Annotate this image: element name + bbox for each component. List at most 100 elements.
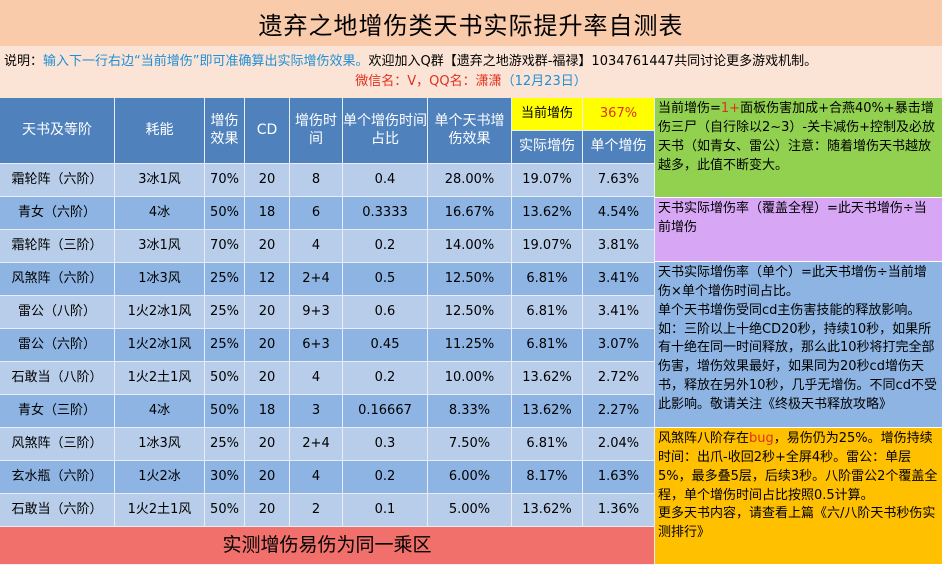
table-cell: 14.00% [428,230,512,263]
table-cell: 2.27% [583,395,655,428]
table-cell: 12.50% [428,296,512,329]
table-cell: 石敢当（八阶） [0,362,115,395]
table-cell: 6.00% [428,461,512,494]
table-cell: 3冰1风 [115,164,205,197]
table-cell: 4.54% [583,197,655,230]
table-cell: 4 [290,461,343,494]
table-cell: 青女（三阶） [0,395,115,428]
text-segment: 天书实际增伤率（单个）=此天书增伤÷当前增伤×单个增伤时间占比。 [658,265,927,299]
table-cell: 20 [245,494,290,527]
table-cell: 3.07% [583,329,655,362]
table-cell: 10.00% [428,362,512,395]
table-cell: 50% [205,362,245,395]
table-cell: 7.63% [583,164,655,197]
column-header: 耗能 [115,98,205,164]
column-header: 增伤时间 [290,98,343,164]
table-cell: 0.2 [343,461,428,494]
table-cell: 1火2土1风 [115,362,205,395]
table-cell: 20 [245,428,290,461]
table-cell: 6.81% [512,329,583,362]
table-cell: 石敢当（六阶） [0,494,115,527]
column-header: 增伤效果 [205,98,245,164]
text-segment: 单个天书增伤受同cd主伤害技能的释放影响。如：三阶以上十绝CD20秒，持续10秒… [658,302,937,412]
text-segment: 面板伤害加成+合燕40%+暴击增伤三尸（自行除以2~3）-关卡减伤+控制及必放天… [658,101,936,173]
table-cell: 20 [245,461,290,494]
table-cell: 20 [245,296,290,329]
table-cell: 霜轮阵（六阶） [0,164,115,197]
table-cell: 8 [290,164,343,197]
table-cell: 50% [205,494,245,527]
table-cell: 1.36% [583,494,655,527]
table-cell: 8.17% [512,461,583,494]
column-header: 单个增伤时间占比 [343,98,428,164]
column-header: 单个天书增伤效果 [428,98,512,164]
table-cell: 6.81% [512,296,583,329]
table-cell: 13.62% [512,494,583,527]
table-cell: 13.62% [512,197,583,230]
table-cell: 0.4 [343,164,428,197]
table-cell: 25% [205,296,245,329]
table-cell: 2.04% [583,428,655,461]
table-cell: 1火2冰 [115,461,205,494]
side-note: 天书实际增伤率（单个）=此天书增伤÷当前增伤×单个增伤时间占比。 单个天书增伤受同… [655,262,942,428]
table-cell: 0.1 [343,494,428,527]
table-cell: 2.72% [583,362,655,395]
table-cell: 25% [205,428,245,461]
note-line: 说明：输入下一行右边“当前增伤”即可准确算出实际增伤效果。欢迎加入Q群【遗弃之地… [0,46,942,69]
table-cell: 50% [205,395,245,428]
table-cell: 0.6 [343,296,428,329]
side-note: 天书实际增伤率（覆盖全程）=此天书增伤÷当前增伤 [655,198,942,262]
note-line: 微信名：V，QQ名：潇潇（12月23日） [0,68,942,98]
table-cell: 12.50% [428,263,512,296]
column-header: 实际增伤 [512,131,583,164]
table-cell: 28.00% [428,164,512,197]
table-cell: 13.62% [512,395,583,428]
table-cell: 玄水瓶（六阶） [0,461,115,494]
text-segment: bug [749,431,774,446]
text-segment: 输入下一行右边“当前增伤”即可准确算出实际增伤效果。 [43,54,369,69]
table-cell: 8.33% [428,395,512,428]
text-segment: 更多天书内容，请查看上篇《六/八阶天书秒伤实测排行》 [658,506,936,541]
table-cell: 4冰 [115,395,205,428]
table-cell: 0.2 [343,230,428,263]
table-cell: 19.07% [512,230,583,263]
table-cell: 20 [245,230,290,263]
table-cell: 青女（六阶） [0,197,115,230]
table-cell: 1冰3风 [115,263,205,296]
current-label: 当前增伤 [512,98,583,131]
text-segment: 风煞阵八阶存在 [658,431,750,446]
table-cell: 风煞阵（六阶） [0,263,115,296]
table-cell: 2+4 [290,428,343,461]
table-cell: 3冰1风 [115,230,205,263]
current-value: 367% [583,98,655,131]
text-segment: 说明： [4,54,44,69]
table-cell: 1冰3风 [115,428,205,461]
table-cell: 1火2土1风 [115,494,205,527]
table-cell: 12 [245,263,290,296]
column-header: CD [245,98,290,164]
side-note: 风煞阵八阶存在bug，易伤仍为25%。增伤持续时间：出爪-收回2秒+全屏4秒。雷… [655,428,942,565]
table-cell: 18 [245,395,290,428]
table-cell: 5.00% [428,494,512,527]
column-header: 单个增伤 [583,131,655,164]
table-cell: 18 [245,197,290,230]
table-cell: 4 [290,230,343,263]
text-segment: 微信名：V，QQ名：潇潇 [355,74,502,89]
table-cell: 雷公（六阶） [0,329,115,362]
table-cell: 70% [205,164,245,197]
table-cell: 30% [205,461,245,494]
table-cell: 25% [205,329,245,362]
table-cell: 2 [290,494,343,527]
table-cell: 70% [205,230,245,263]
table-cell: 1火2冰1风 [115,329,205,362]
table-cell: 20 [245,362,290,395]
table-cell: 1火2冰1风 [115,296,205,329]
table-cell: 4 [290,362,343,395]
text-segment: 欢迎加入Q群【遗弃之地游戏群-福禄】1034761447共同讨论更多游戏机制。 [368,54,818,69]
table-cell: 20 [245,329,290,362]
table-cell: 50% [205,197,245,230]
table-cell: 4冰 [115,197,205,230]
table-cell: 19.07% [512,164,583,197]
table-cell: 3.81% [583,230,655,263]
